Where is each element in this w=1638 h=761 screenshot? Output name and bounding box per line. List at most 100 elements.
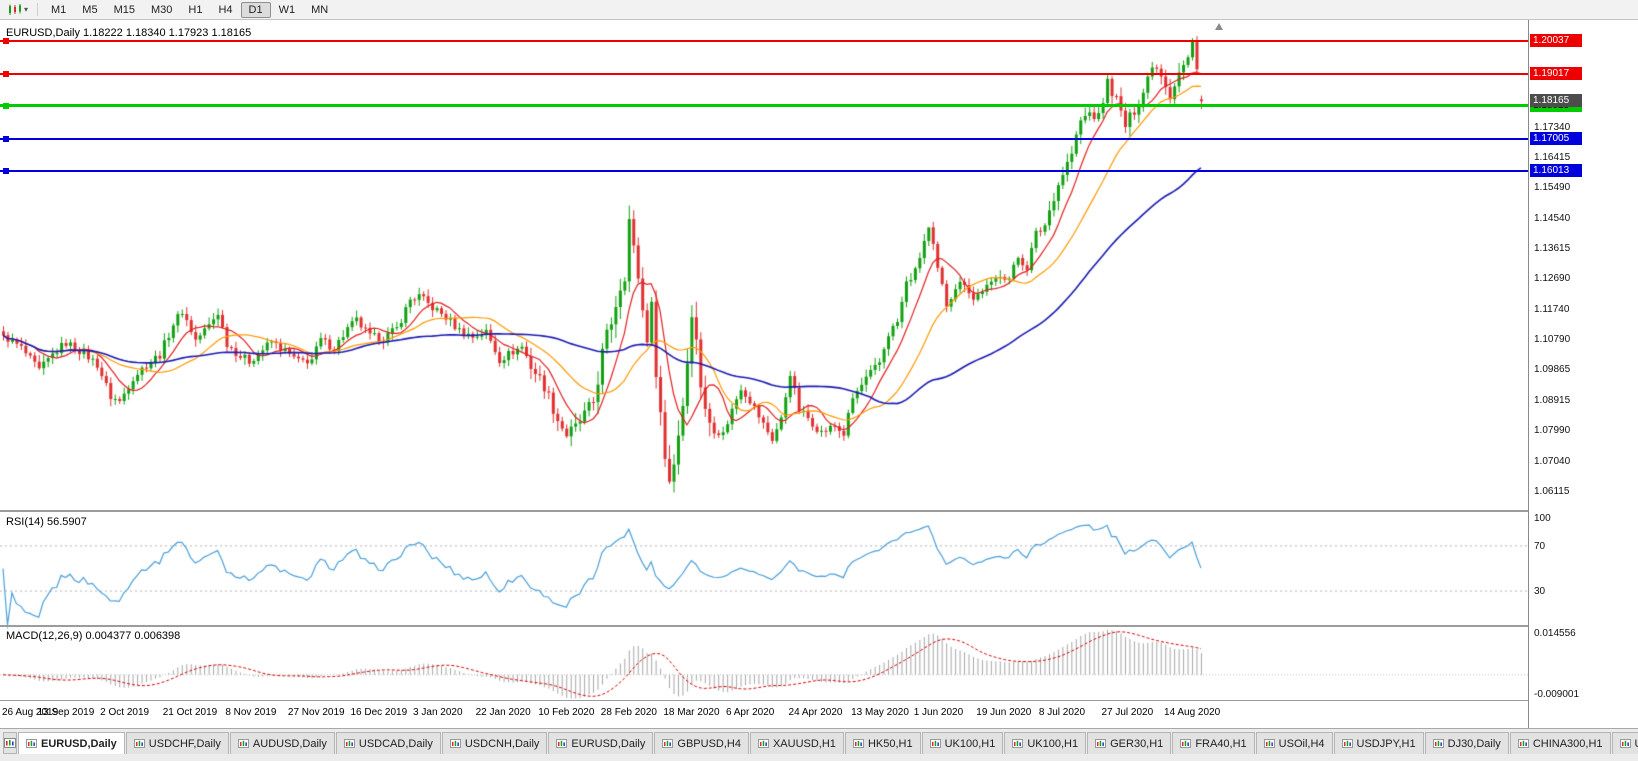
chart-tab-usoil-h4[interactable]: USOil,H4: [1255, 732, 1333, 754]
chart-tab-gbpusd-h4[interactable]: GBPUSD,H4: [654, 732, 749, 754]
timeframe-button-d1[interactable]: D1: [240, 1, 271, 18]
time-axis-separator: [0, 700, 1638, 701]
chart-tab-ger30-h1[interactable]: GER30,H1: [1087, 732, 1172, 754]
line-anchor-handle[interactable]: [3, 135, 9, 142]
line-anchor-handle[interactable]: [3, 70, 9, 77]
chart-tab-usoil-h1[interactable]: USOil,H1: [1611, 732, 1638, 754]
chart-icon: [1517, 739, 1529, 748]
chart-tab-label: USDCHF,Daily: [148, 737, 221, 750]
horizontal-level-line[interactable]: [0, 168, 1528, 175]
chart-icon: [237, 739, 249, 748]
price-axis-label: 1.14540: [1534, 212, 1571, 224]
time-axis-label: 13 May 2020: [851, 707, 909, 718]
time-axis-label: 6 Apr 2020: [725, 707, 775, 718]
timeframe-button-w1[interactable]: W1: [278, 3, 296, 16]
chart-tab-usdcnh-daily[interactable]: USDCNH,Daily: [441, 732, 548, 754]
timeframe-button-m15[interactable]: M15: [113, 3, 135, 16]
time-axis-label: 2 Oct 2019: [100, 707, 150, 718]
rsi-indicator-label: RSI(14) 56.5907: [6, 516, 87, 528]
line-anchor-handle[interactable]: [3, 168, 9, 175]
chart-tab-usdjpy-h1[interactable]: USDJPY,H1: [1333, 732, 1424, 754]
timeframe-button-m1[interactable]: M1: [51, 3, 67, 16]
chart-tab-usdcad-daily[interactable]: USDCAD,Daily: [335, 732, 441, 754]
chart-tab-label: USOil,H1: [1635, 738, 1638, 750]
time-axis-label: 27 Jul 2020: [1101, 707, 1154, 718]
macd-pane-splitter[interactable]: [0, 625, 1638, 627]
chart-icon: [449, 739, 461, 748]
rsi-axis-label: 70: [1534, 540, 1546, 552]
chart-tab-eurusd-daily[interactable]: EURUSD,Daily: [548, 732, 654, 754]
chart-tab-fra40-h1[interactable]: FRA40,H1: [1172, 732, 1255, 754]
time-axis-label: 28 Feb 2020: [600, 707, 657, 718]
chart-icon: [133, 739, 145, 748]
chart-icon: [26, 739, 37, 748]
time-axis-label: 13 Sep 2019: [37, 707, 95, 718]
chart-icon: [1341, 739, 1353, 748]
macd-axis-label: -0.009001: [1534, 689, 1580, 700]
chart-tab-label: USDJPY,H1: [1356, 737, 1416, 750]
horizontal-level-line[interactable]: [0, 37, 1528, 44]
time-axis-label: 1 Jun 2020: [913, 707, 964, 718]
chart-tab-label: UK100,H1: [944, 737, 996, 750]
chart-icon: [662, 739, 674, 748]
timeframe-button-mn[interactable]: MN: [311, 3, 329, 16]
line-anchor-handle[interactable]: [3, 102, 9, 109]
timeframe-button-h1[interactable]: H1: [188, 3, 203, 16]
chart-icon: [1095, 739, 1107, 748]
time-axis-label: 27 Nov 2019: [287, 707, 345, 718]
timeframe-button-m30[interactable]: M30: [150, 3, 173, 16]
level-price-badge: 1.16013: [1530, 164, 1582, 178]
level-price-badge: 1.20037: [1530, 33, 1582, 47]
chart-tab-dj30-daily[interactable]: DJ30,Daily: [1424, 732, 1509, 754]
line-anchor-handle[interactable]: [3, 37, 9, 44]
price-axis[interactable]: 1.17340 1.16415 1.15490 1.14540 1.13615 1.126…: [1528, 20, 1638, 728]
mini-chart-icon: [4, 738, 16, 748]
time-axis-label: 18 Mar 2020: [663, 707, 720, 718]
chart-tab-label: XAUUSD,H1: [772, 737, 836, 750]
timeframe-toolbar: ▾ M1 M5 M15 M30 H1 H4 D1 W1 MN: [0, 0, 1638, 20]
horizontal-level-line[interactable]: [0, 70, 1528, 77]
chart-shift-marker[interactable]: [1215, 23, 1223, 30]
price-chart-canvas[interactable]: [0, 20, 1528, 728]
chart-tab-label: EURUSD,Daily: [571, 737, 646, 750]
time-axis-label: 10 Feb 2020: [538, 707, 595, 718]
rsi-pane-splitter[interactable]: [0, 510, 1638, 512]
chart-type-button[interactable]: ▾: [4, 3, 32, 17]
timeframe-button-m5[interactable]: M5: [82, 3, 98, 16]
chart-tab-usdchf-daily[interactable]: USDCHF,Daily: [125, 732, 229, 754]
price-axis-label: 1.16415: [1534, 151, 1571, 163]
price-axis-label: 1.12690: [1534, 272, 1571, 284]
chart-icon: [556, 739, 568, 748]
chart-tab-label: HK50,H1: [867, 737, 913, 750]
candlestick-chart-icon: [9, 3, 21, 15]
chart-tab-xauusd-h1[interactable]: XAUUSD,H1: [749, 732, 844, 754]
timeframe-buttons-group: M1 M5 M15 M30 H1 H4 D1 W1 MN: [43, 1, 336, 18]
chart-tab-uk100-h1[interactable]: UK100,H1: [921, 732, 1004, 754]
new-chart-tab-button[interactable]: [3, 732, 17, 754]
toolbar-separator: [37, 3, 39, 16]
chart-tab-audusd-daily[interactable]: AUDUSD,Daily: [229, 732, 335, 754]
time-axis-label: 14 Aug 2020: [1164, 707, 1221, 718]
price-axis-label: 1.07990: [1534, 425, 1571, 437]
chart-tab-label: UK100,H1: [1027, 737, 1079, 750]
chart-icon: [1432, 739, 1444, 748]
chart-icon: [757, 739, 769, 748]
time-axis[interactable]: 26 Aug 2019 13 Sep 2019 2 Oct 2019 21 Oct 2…: [0, 702, 1528, 728]
rsi-axis-label: 100: [1534, 513, 1551, 524]
chart-tab-uk100-h1[interactable]: UK100,H1: [1004, 732, 1087, 754]
time-axis-label: 26 Aug 2019: [2, 707, 59, 718]
chart-tab-label: AUDUSD,Daily: [252, 737, 327, 750]
horizontal-level-line[interactable]: [0, 135, 1528, 142]
time-axis-label: 3 Jan 2020: [413, 707, 463, 718]
chart-tab-hk50-h1[interactable]: HK50,H1: [844, 732, 921, 754]
time-axis-label: 8 Jul 2020: [1038, 707, 1086, 718]
horizontal-level-line[interactable]: [0, 102, 1528, 109]
price-axis-label: 1.09865: [1534, 364, 1571, 376]
level-price-badge: 1.19017: [1530, 66, 1582, 80]
chart-tab-eurusd-daily[interactable]: EURUSD,Daily: [18, 732, 125, 754]
timeframe-button-h4[interactable]: H4: [218, 3, 233, 16]
chart-tab-china300-h1[interactable]: CHINA300,H1: [1509, 732, 1611, 754]
chart-icon: [1619, 739, 1631, 748]
price-axis-label: 1.11740: [1534, 303, 1570, 315]
